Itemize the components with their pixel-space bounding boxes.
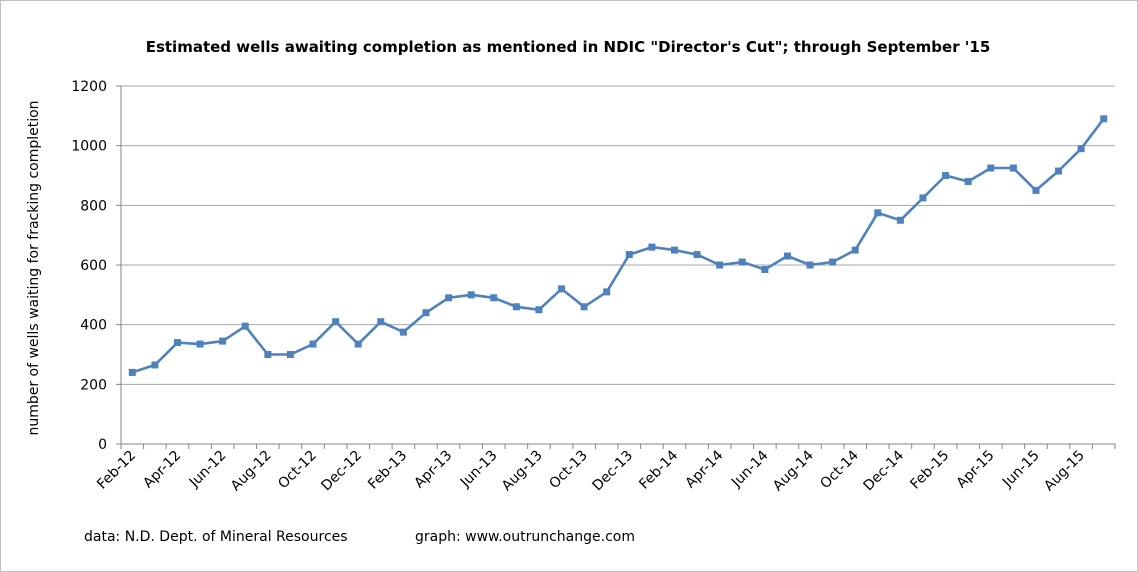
data-point [580,303,588,311]
x-tick-label: Oct-13 [546,448,591,493]
x-tick-label: Oct-14 [817,447,862,492]
data-point [1100,115,1108,123]
data-point [851,246,859,254]
data-point [806,261,814,269]
x-tick-label: Jun-15 [999,448,1043,492]
data-point [445,294,453,302]
credit-note: graph: www.outrunchange.com [415,529,635,545]
source-note: data: N.D. Dept. of Mineral Resources [84,529,348,545]
x-tick-label: Apr-15 [954,448,998,492]
data-point [128,368,136,376]
x-tick-label: Dec-12 [318,448,365,495]
data-point [286,351,294,358]
y-tick-label: 600 [80,258,107,274]
x-tick-label: Oct-12 [275,448,320,493]
x-tick-label: Jun-14 [728,447,772,491]
x-tick-label: Jun-12 [186,448,230,492]
data-point [332,318,340,326]
data-point [512,303,520,311]
data-point [219,337,227,345]
series-line [131,118,1105,374]
data-point [942,172,950,179]
y-tick-label: 1200 [71,79,107,95]
data-point [558,285,566,293]
x-tick-label: Aug-12 [228,448,275,495]
data-point [964,177,972,185]
data-point [625,251,633,259]
data-point [1009,164,1017,172]
x-tick-label: Dec-13 [589,448,636,495]
data-point [829,258,837,266]
x-tick-label: Aug-15 [1041,448,1088,495]
data-point [1077,145,1085,153]
data-point [761,265,769,273]
y-tick-label: 200 [80,377,107,393]
x-tick-label: Feb-15 [907,448,952,493]
data-point [354,340,362,348]
data-point [738,258,746,266]
y-tick-label: 800 [80,198,107,214]
data-point [490,294,498,302]
data-point [783,252,791,260]
data-point [241,322,249,330]
data-point [1032,186,1040,194]
data-point [874,209,882,217]
data-point [264,351,272,358]
x-tick-label: Dec-14 [861,447,908,494]
data-point [467,291,475,299]
x-tick-label: Jun-13 [457,448,501,492]
data-point [151,361,159,369]
data-point [535,306,543,314]
data-point [309,340,317,348]
data-point [173,339,181,347]
data-point [603,288,611,296]
y-tick-label: 0 [98,437,107,453]
x-tick-label: Apr-12 [140,448,184,492]
x-tick-label: Apr-13 [411,448,455,492]
x-tick-label: Feb-13 [365,448,410,493]
x-tick-label: Feb-14 [636,447,681,492]
data-point [196,340,204,348]
data-point [1055,167,1063,175]
data-point [987,164,995,172]
data-point [399,328,407,336]
data-point [896,216,904,224]
x-tick-label: Aug-14 [770,447,817,494]
data-point [422,309,430,317]
x-tick-label: Apr-14 [683,447,727,491]
x-tick-label: Feb-12 [94,448,139,493]
y-tick-label: 1000 [71,139,107,155]
x-tick-label: Aug-13 [499,448,546,495]
data-point [693,251,701,259]
data-point [670,246,678,254]
data-point [648,243,656,251]
chart-title: Estimated wells awaiting completion as m… [145,38,991,56]
data-point [919,194,927,202]
y-tick-label: 400 [80,318,107,334]
data-point [716,261,724,269]
data-point [377,318,385,326]
